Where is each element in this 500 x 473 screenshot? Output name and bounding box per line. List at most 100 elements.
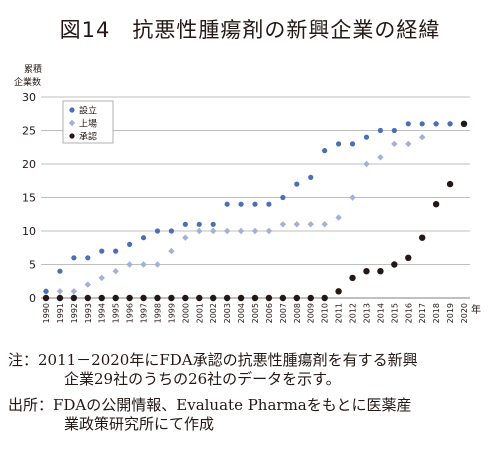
data-point-承認 — [84, 294, 92, 302]
x-tick-label: 2004 — [237, 303, 246, 323]
data-point-設立 — [280, 194, 286, 201]
x-tick-label: 2001 — [195, 303, 204, 323]
data-point-上場 — [140, 261, 147, 268]
data-point-上場 — [279, 221, 287, 228]
note-line-1: 注：2011－2020年にFDA承認の抗悪性腫瘍剤を有する新興 — [8, 351, 418, 369]
y-tick-label: 10 — [22, 225, 36, 238]
x-tick-label: 2009 — [307, 303, 316, 323]
data-point-設立 — [363, 134, 370, 140]
data-point-設立 — [57, 268, 63, 274]
x-tick-label: 2015 — [390, 303, 399, 323]
data-point-承認 — [182, 294, 189, 302]
data-point-承認 — [98, 294, 105, 302]
data-point-承認 — [363, 268, 370, 275]
data-point-上場 — [237, 227, 245, 235]
data-point-承認 — [279, 294, 287, 302]
data-point-承認 — [335, 288, 342, 295]
legend-label: 承認 — [79, 131, 97, 143]
source-line-1: 出所：FDAの公開情報、Evaluate Pharmaをもとに医薬産 — [8, 396, 412, 414]
data-point-設立 — [266, 201, 272, 207]
data-point-承認 — [112, 294, 119, 302]
x-tick-label: 2010 — [321, 303, 330, 323]
data-point-設立 — [294, 181, 300, 187]
data-point-設立 — [210, 221, 216, 227]
data-point-上場 — [98, 274, 105, 282]
x-tick-label: 1995 — [112, 303, 121, 323]
y-tick-label: 0 — [29, 292, 36, 305]
data-point-承認 — [42, 294, 50, 302]
legend-marker-上場 — [68, 119, 76, 127]
data-point-設立 — [349, 141, 356, 147]
x-tick-label: 2017 — [418, 303, 427, 323]
data-point-上場 — [363, 160, 370, 168]
data-point-設立 — [113, 248, 119, 254]
scatter-chart: 0 5 10 15 20 25 30 1990 1991 1992 1993 1994 1995 1996… — [22, 91, 481, 323]
data-point-承認 — [460, 120, 468, 128]
data-point-設立 — [433, 121, 439, 127]
data-point-承認 — [432, 201, 440, 208]
x-tick-label: 2020 — [460, 303, 469, 323]
data-point-承認 — [446, 180, 454, 188]
data-point-承認 — [321, 294, 328, 302]
source-line-2: 業政策研究所にて作成 — [64, 415, 215, 433]
x-tick-label: 2011 — [335, 303, 344, 323]
data-point-承認 — [56, 294, 64, 302]
data-point-承認 — [237, 294, 245, 302]
data-point-承認 — [419, 234, 426, 241]
data-point-上場 — [223, 227, 231, 235]
data-point-上場 — [335, 214, 342, 221]
data-point-上場 — [293, 221, 300, 228]
x-tick-label: 2013 — [362, 303, 371, 323]
data-point-設立 — [196, 221, 202, 227]
data-point-承認 — [293, 294, 300, 302]
data-point-上場 — [154, 261, 161, 268]
data-point-上場 — [405, 140, 412, 148]
data-point-設立 — [391, 127, 397, 134]
legend-label: 上場 — [79, 118, 97, 130]
data-point-承認 — [140, 294, 147, 302]
data-point-承認 — [391, 261, 398, 268]
x-tick-label: 2016 — [404, 303, 413, 323]
data-point-承認 — [307, 294, 314, 302]
data-point-承認 — [377, 268, 384, 275]
data-point-設立 — [405, 121, 411, 127]
data-point-承認 — [251, 294, 259, 302]
data-point-承認 — [223, 294, 231, 302]
y-tick-label: 20 — [22, 158, 36, 171]
y-tick-label: 25 — [22, 125, 36, 138]
figure-title: 図14 抗悪性腫瘍剤の新興企業の経緯 — [59, 18, 441, 42]
data-point-承認 — [349, 274, 356, 282]
data-point-上場 — [126, 261, 133, 268]
data-point-上場 — [168, 247, 175, 255]
data-point-設立 — [127, 241, 133, 247]
data-point-上場 — [265, 227, 273, 235]
data-point-設立 — [336, 141, 342, 147]
data-point-設立 — [140, 235, 147, 241]
data-point-設立 — [224, 201, 230, 207]
data-point-上場 — [112, 268, 119, 275]
data-point-設立 — [447, 121, 453, 127]
x-tick-label: 1992 — [70, 303, 79, 323]
x-tick-label: 2005 — [251, 303, 260, 323]
x-tick-label: 2018 — [432, 303, 441, 323]
data-point-上場 — [321, 221, 328, 228]
data-point-設立 — [99, 248, 105, 254]
data-point-設立 — [322, 148, 328, 154]
x-tick-label: 2002 — [209, 303, 218, 323]
x-tick-label: 1997 — [140, 303, 149, 323]
data-point-上場 — [391, 140, 398, 148]
data-point-設立 — [43, 288, 49, 294]
y-axis-unit-label-line1: 累積 — [24, 65, 43, 75]
x-tick-label: 1999 — [167, 303, 176, 323]
x-tick-label: 1998 — [153, 303, 162, 323]
data-point-設立 — [71, 255, 77, 261]
data-point-承認 — [210, 294, 217, 302]
x-tick-label: 2000 — [181, 303, 190, 323]
y-tick-label: 15 — [22, 192, 36, 205]
data-point-承認 — [126, 294, 133, 302]
legend-label: 設立 — [79, 105, 97, 117]
data-point-承認 — [405, 254, 412, 261]
x-tick-label: 2014 — [376, 303, 385, 323]
data-point-設立 — [377, 127, 383, 134]
data-point-上場 — [377, 154, 384, 161]
